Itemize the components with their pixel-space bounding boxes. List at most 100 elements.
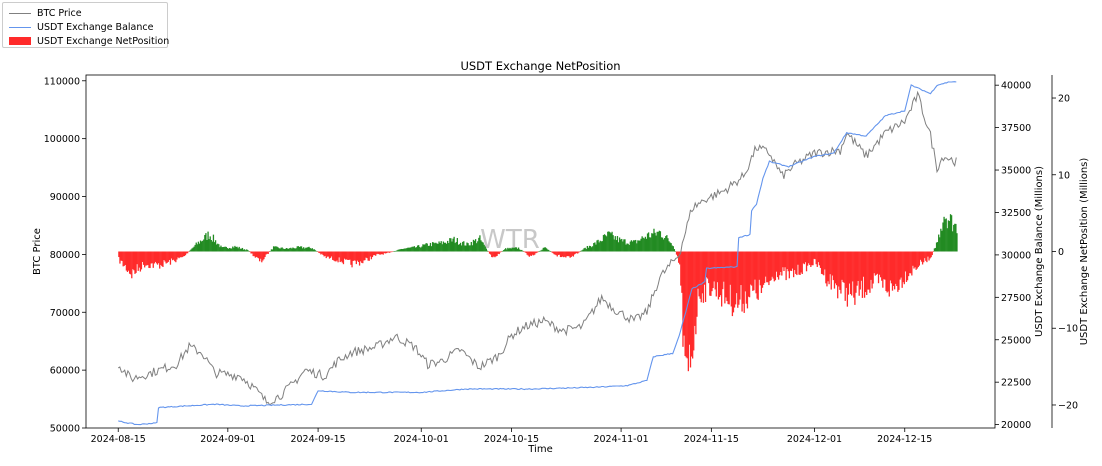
netposition-bar (645, 238, 648, 252)
netposition-bar (168, 251, 171, 260)
netposition-bar (915, 251, 917, 270)
netposition-bar (213, 242, 216, 252)
netposition-bar (906, 251, 909, 281)
netposition-bar (687, 251, 690, 372)
netposition-bar (265, 251, 267, 255)
netposition-bar (161, 251, 163, 267)
netposition-bar (804, 251, 807, 263)
netposition-bar (728, 251, 730, 305)
netposition-bar (292, 247, 294, 252)
netposition-bar (642, 237, 644, 252)
netposition-bar (523, 251, 525, 252)
y-axis-label-netposition: USDT Exchange NetPosition (Millions) (1079, 158, 1090, 346)
netposition-bar (905, 251, 908, 282)
netposition-bar (878, 251, 881, 275)
netposition-bar (955, 223, 957, 252)
netposition-bar (863, 251, 866, 298)
btc-tick-label: 100000 (44, 134, 80, 145)
btc-tick-label: 70000 (50, 308, 80, 319)
netposition-bar (548, 249, 550, 252)
netposition-bar (617, 242, 620, 252)
x-tick-label: 2024-09-01 (200, 434, 255, 445)
netposition-bar (895, 251, 897, 284)
netposition-bar (194, 244, 196, 252)
netposition-bar (125, 251, 128, 271)
netposition-bar (625, 244, 627, 252)
netposition-bar (615, 240, 618, 252)
netposition-bar (768, 251, 770, 286)
netposition-bar (120, 251, 122, 261)
netposition-bar (673, 249, 676, 252)
netposition-bar (597, 239, 599, 252)
netposition-bar (925, 251, 927, 261)
netposition-bar (440, 241, 442, 252)
netposition-bar (306, 247, 308, 252)
chart-legend: BTC Price USDT Exchange Balance USDT Exc… (2, 2, 169, 48)
x-tick-label: 2024-08-15 (91, 434, 146, 445)
netposition-bar (376, 251, 378, 255)
netposition-bar (181, 251, 183, 258)
netposition-bar (436, 243, 438, 252)
netposition-bar (898, 251, 900, 290)
netposition-bar (875, 251, 878, 275)
netposition-bar (659, 231, 662, 252)
netposition-bar (254, 251, 256, 258)
netposition-bar (851, 251, 853, 296)
netposition-bar (549, 250, 551, 252)
netposition-bar (777, 251, 780, 280)
netposition-bar (902, 251, 904, 283)
netposition-bar (660, 237, 663, 252)
netposition-bar (885, 251, 887, 292)
netposition-bar (806, 251, 809, 266)
netposition-bar (856, 251, 858, 286)
netposition-bar (640, 238, 642, 252)
netposition-bar (820, 251, 823, 274)
netposition-bar (683, 251, 685, 336)
netposition-bar (169, 251, 172, 265)
netposition-bar (559, 251, 562, 258)
netposition-bar (589, 246, 592, 252)
netposition-bar (650, 237, 652, 252)
legend-label-balance: USDT Exchange Balance (37, 21, 154, 33)
netposition-bar (494, 251, 496, 258)
btc-tick-label: 110000 (44, 76, 80, 87)
netposition-bar (917, 251, 919, 268)
netposition-bar (752, 251, 754, 291)
netposition-bar (202, 240, 204, 252)
netposition-bar (466, 242, 468, 252)
netposition-bar (449, 238, 451, 252)
netposition-bar (871, 251, 873, 289)
netposition-bar (877, 251, 880, 284)
netposition-bar (522, 250, 524, 252)
netposition-bar (883, 251, 885, 280)
netposition-bar (557, 251, 559, 255)
netposition-bar (256, 251, 259, 258)
netposition-bar (127, 251, 130, 271)
netposition-bar (603, 234, 606, 252)
netposition-bar (365, 251, 367, 258)
netposition-bar (682, 251, 684, 347)
balance-tick-label: 37500 (1001, 123, 1031, 134)
netposition-bar (408, 247, 410, 252)
netposition-bar (399, 249, 402, 252)
netposition-bar (676, 251, 679, 257)
netposition-bar (930, 251, 932, 258)
netposition-bar (509, 247, 511, 252)
netposition-bar (783, 251, 785, 271)
netposition-bar (649, 237, 651, 252)
netposition-bar (855, 251, 857, 293)
netposition-bar (285, 248, 288, 252)
netposition-bar (869, 251, 871, 293)
netposition-bar (263, 251, 265, 260)
netposition-bar (785, 251, 787, 281)
netposition-bar (460, 245, 463, 252)
netposition-bar (813, 251, 815, 259)
netposition-bar (124, 251, 126, 265)
netposition-bar (288, 248, 290, 252)
netposition-bar (713, 251, 715, 282)
netposition-bar (270, 249, 273, 252)
netposition-bar (593, 243, 595, 252)
netposition-bar (626, 243, 628, 252)
netposition-bar (428, 245, 431, 252)
netposition-bar (759, 251, 761, 286)
